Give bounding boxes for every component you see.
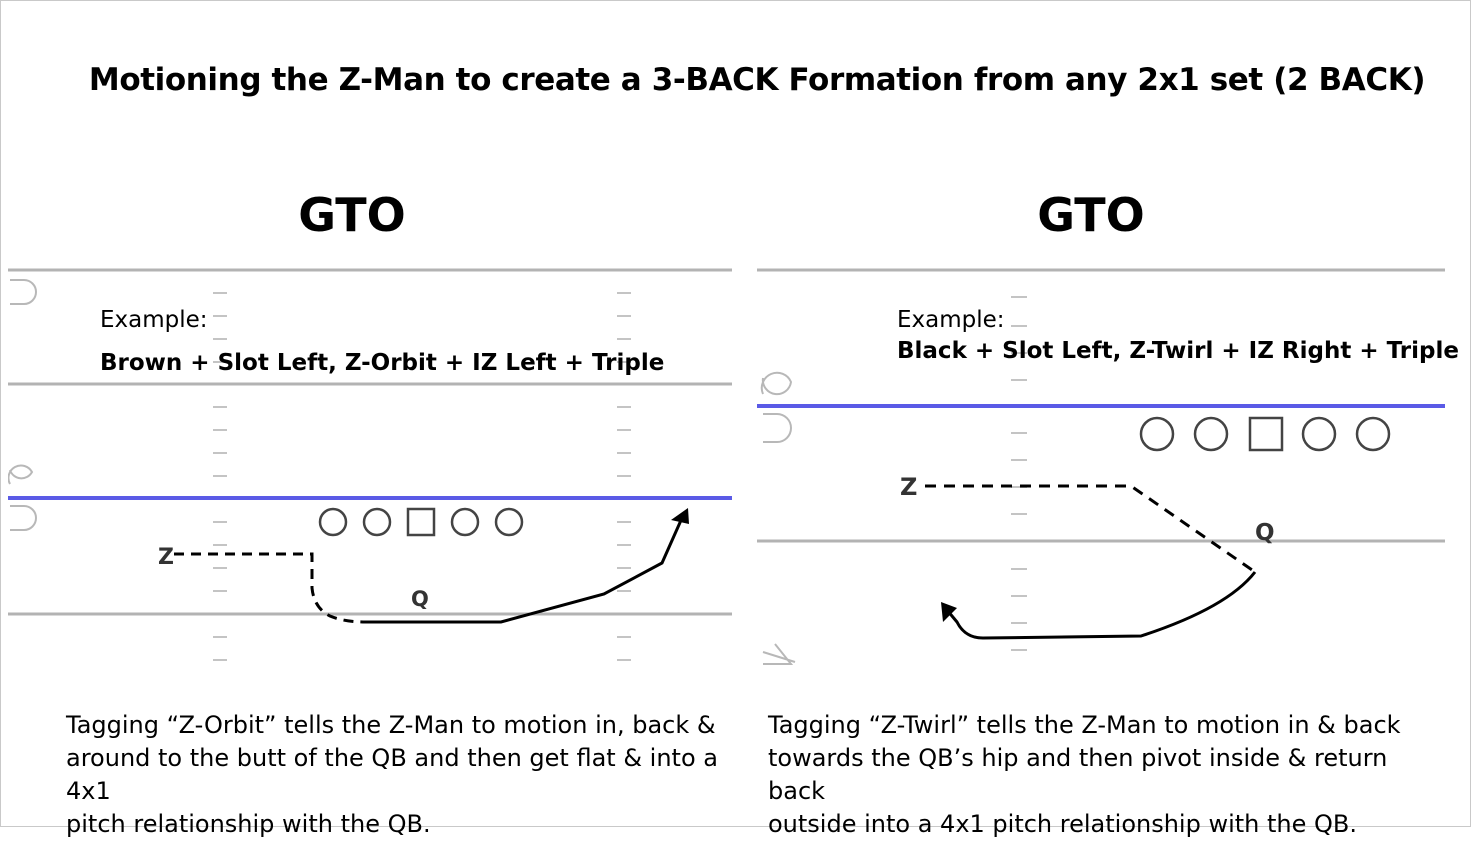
description-line: towards the QB’s hip and then pivot insi… bbox=[768, 744, 1388, 805]
description-line: pitch relationship with the QB. bbox=[66, 810, 431, 838]
lineman-circle bbox=[1139, 416, 1175, 452]
slide-title: Motioning the Z-Man to create a 3-BACK F… bbox=[88, 62, 1426, 98]
right-play-call: Black + Slot Left, Z-Twirl + IZ Right + … bbox=[897, 338, 1459, 364]
description-line: Tagging “Z-Orbit” tells the Z-Man to mot… bbox=[66, 711, 716, 739]
offensive-line bbox=[1139, 416, 1391, 452]
left-field-diagram: Z Q bbox=[8, 268, 732, 661]
lineman-circle bbox=[494, 507, 524, 537]
z-player-label: Z bbox=[900, 473, 917, 501]
hash-marks-middle bbox=[1011, 296, 1027, 651]
offensive-line bbox=[318, 507, 524, 537]
lineman-circle bbox=[362, 507, 392, 537]
lineman-circle bbox=[1193, 416, 1229, 452]
description-line: around to the butt of the QB and then ge… bbox=[66, 744, 718, 805]
z-orbit-motion-path bbox=[174, 552, 367, 624]
center-square bbox=[1248, 416, 1284, 452]
left-panel-heading: GTO bbox=[298, 188, 406, 242]
z-twirl-pitch-path bbox=[945, 571, 1257, 640]
z-orbit-pitch-path bbox=[366, 517, 684, 624]
right-panel-heading: GTO bbox=[1037, 188, 1145, 242]
route-arrowhead bbox=[941, 602, 957, 622]
sideline-numerals bbox=[760, 371, 796, 665]
left-play-call: Brown + Slot Left, Z-Orbit + IZ Left + T… bbox=[100, 350, 665, 376]
description-line: Tagging “Z-Twirl” tells the Z-Man to mot… bbox=[768, 711, 1401, 739]
lineman-circle bbox=[1301, 416, 1337, 452]
lineman-circle bbox=[318, 507, 348, 537]
left-description: Tagging “Z-Orbit” tells the Z-Man to mot… bbox=[66, 709, 738, 841]
description-line: outside into a 4x1 pitch relationship wi… bbox=[768, 810, 1358, 838]
hash-marks-left bbox=[213, 292, 227, 661]
hash-marks-right bbox=[617, 292, 631, 661]
route-arrowhead bbox=[671, 508, 689, 524]
lineman-circle bbox=[1355, 416, 1391, 452]
qb-player-label: Q bbox=[411, 587, 429, 611]
z-twirl-motion-path bbox=[925, 484, 1256, 574]
right-field-diagram: Z Q bbox=[757, 268, 1445, 665]
lineman-circle bbox=[450, 507, 480, 537]
center-square bbox=[406, 507, 436, 537]
z-player-label: Z bbox=[158, 545, 174, 570]
left-example-label: Example: bbox=[100, 307, 208, 333]
right-description: Tagging “Z-Twirl” tells the Z-Man to mot… bbox=[768, 709, 1448, 841]
right-example-label: Example: bbox=[897, 307, 1005, 333]
qb-player-label: Q bbox=[1255, 520, 1275, 546]
sideline-numerals bbox=[8, 279, 37, 531]
